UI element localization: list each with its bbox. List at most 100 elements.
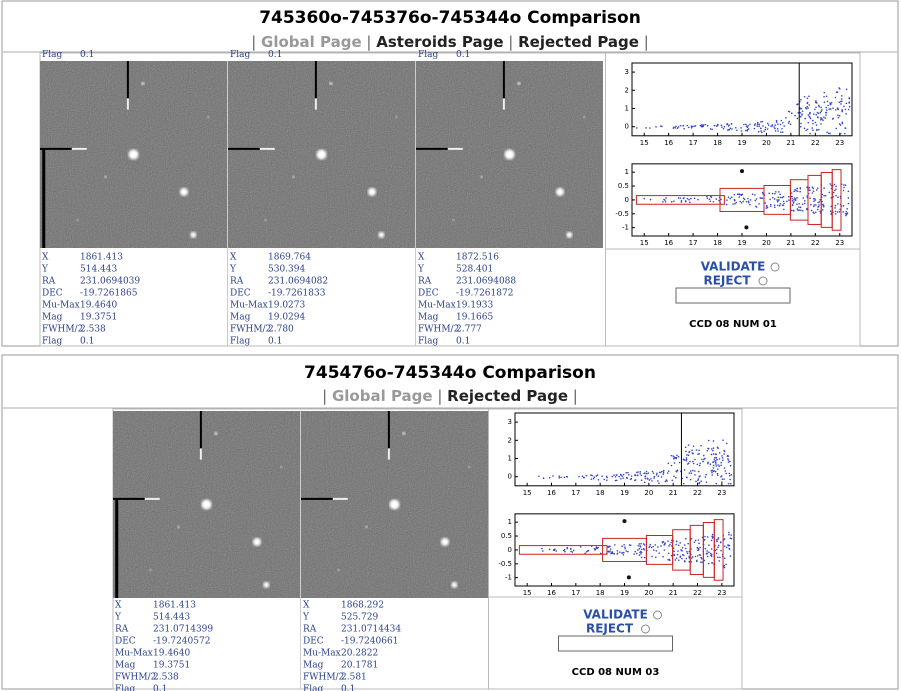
plot-dot [683, 469, 686, 471]
plot-dot [627, 471, 629, 474]
plot-dot [845, 102, 848, 105]
plot-dot [823, 187, 825, 189]
plot-dot [720, 464, 722, 467]
plot-dot [728, 547, 731, 550]
plot-dot [682, 482, 685, 485]
cut-label: Flag [418, 50, 438, 60]
plot-dot [817, 128, 820, 131]
plot-dot [677, 550, 679, 552]
plot-dot [697, 549, 700, 551]
star [504, 149, 515, 160]
plot-dot [841, 109, 843, 111]
plot-dot [749, 123, 751, 126]
plot-dot [832, 191, 835, 194]
plot-dot [729, 555, 732, 557]
comment-input[interactable] [558, 635, 673, 652]
plot-dot [710, 548, 713, 550]
plot-dot [616, 553, 619, 555]
plot-dot [717, 468, 719, 470]
plot-dot [701, 561, 704, 563]
plot-dot [625, 472, 627, 474]
plot-dot [610, 552, 612, 555]
table-value: 525.729 [341, 613, 378, 623]
plot-dot [652, 545, 654, 548]
plot-dot [684, 547, 687, 550]
plot-dot [673, 457, 676, 459]
plot-dot [814, 108, 816, 111]
star [402, 431, 406, 435]
x-tick-label: 18 [713, 139, 722, 147]
plot-dot [753, 127, 756, 130]
star [517, 81, 521, 85]
plot-dot [747, 125, 749, 127]
plot-dot [614, 544, 616, 546]
plot-dot [710, 470, 713, 472]
reject-radio[interactable] [758, 276, 768, 286]
plot-dot [765, 205, 768, 208]
plot-dot [563, 476, 566, 479]
plot-dot [739, 193, 741, 196]
plot-dot [834, 210, 837, 213]
plot-dot [847, 202, 850, 205]
plot-dot [675, 457, 678, 460]
plot-dot [841, 100, 843, 102]
plot-dot [729, 482, 732, 485]
table-label: Flag [230, 337, 250, 347]
plot-dot [710, 453, 713, 456]
plot-dot [601, 475, 603, 477]
plot-dot [645, 470, 648, 473]
separator: | [504, 33, 519, 51]
plot-dot [727, 482, 730, 485]
plot-dot [705, 473, 707, 476]
y-tick-label: 2 [508, 436, 512, 444]
plot-dot [816, 187, 819, 189]
plot-dot [706, 536, 709, 538]
plot-dot [670, 554, 673, 557]
plot-dot [740, 194, 743, 196]
plot-dot [773, 206, 776, 209]
nav-link[interactable]: Global Page [332, 387, 433, 405]
x-tick-label: 20 [762, 139, 771, 147]
plot-dot [587, 549, 590, 552]
nav-link[interactable]: Global Page [261, 33, 362, 51]
plot-dot [667, 540, 669, 543]
x-tick-label: 22 [693, 489, 702, 497]
plot-dot [702, 454, 705, 457]
validate-radio[interactable] [770, 262, 780, 272]
nav-link[interactable]: Rejected Page [518, 33, 639, 51]
plot-dot [725, 472, 728, 475]
plot-dot [845, 88, 848, 91]
plot-dot [680, 549, 682, 551]
plot-dot [829, 108, 832, 110]
plot-dot [564, 550, 566, 553]
plot-dot [728, 544, 731, 547]
plot-dot [725, 563, 727, 566]
plot-dot [640, 556, 643, 559]
plot-dot [668, 545, 670, 547]
reject-radio[interactable] [641, 624, 650, 634]
plot-dot [694, 555, 697, 558]
star [452, 218, 455, 221]
plot-dot [656, 472, 658, 475]
plot-dot [843, 105, 845, 108]
nav-link[interactable]: Asteroids Page [376, 33, 503, 51]
comment-input[interactable] [675, 287, 791, 304]
plot-dot [773, 198, 776, 200]
plot-dot [740, 130, 743, 132]
table-label: X [230, 253, 237, 263]
plot-dot [558, 477, 561, 479]
y-tick-label: 0.5 [501, 532, 512, 540]
plot-dot [775, 191, 777, 193]
plot-dot [591, 474, 593, 477]
plot-dot [755, 198, 758, 200]
plot-dot [731, 128, 733, 130]
plot-dot [685, 450, 687, 453]
plot-dot [711, 533, 714, 536]
plot-dot [779, 203, 782, 205]
plot-dot [715, 198, 718, 200]
validate-radio[interactable] [653, 610, 662, 620]
plot-dot [712, 461, 714, 464]
plot-dot [678, 461, 681, 464]
nav-link[interactable]: Rejected Page [447, 387, 568, 405]
x-tick-label: 17 [571, 489, 580, 497]
